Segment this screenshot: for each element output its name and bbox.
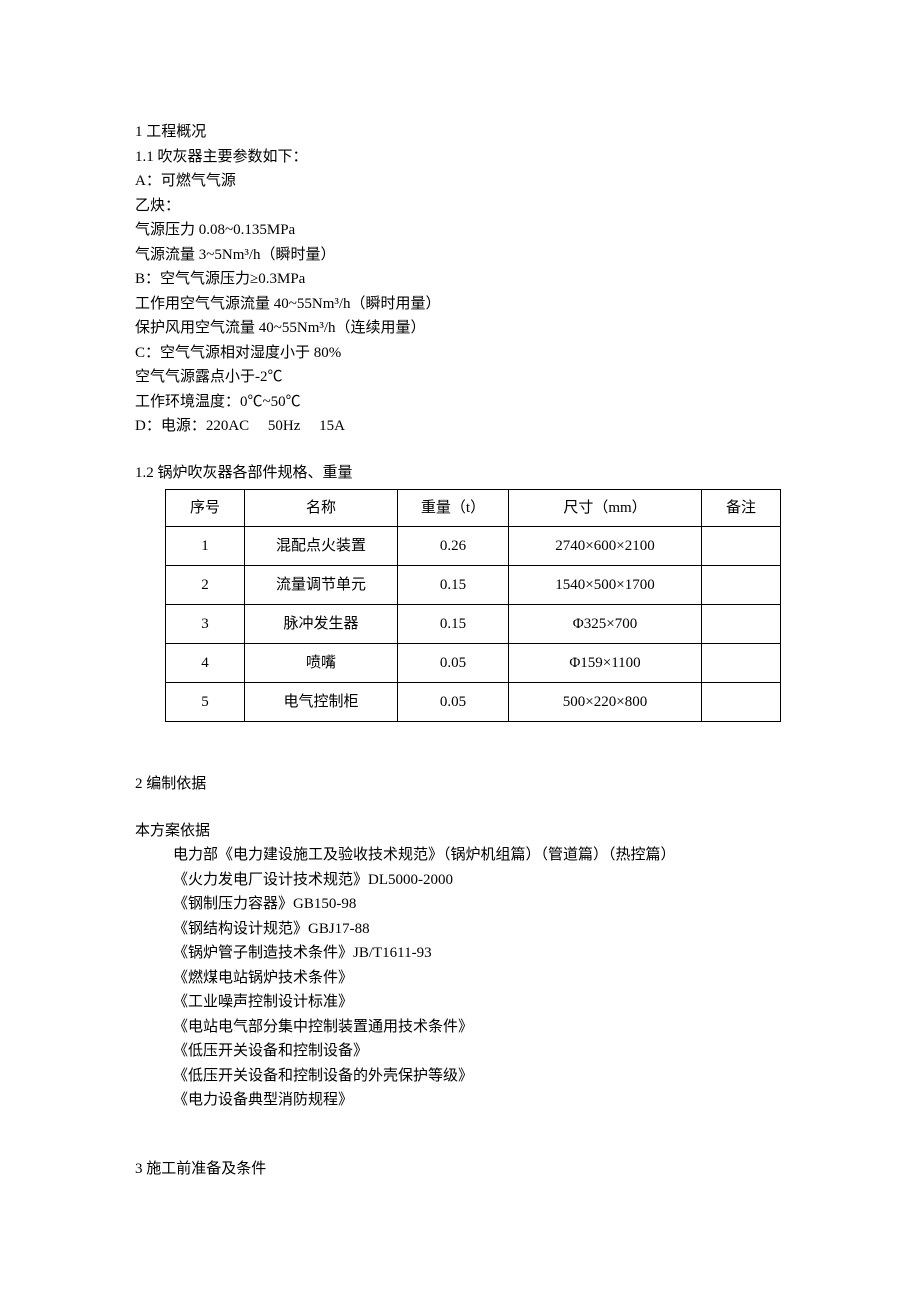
table-header-cell: 重量（t） (398, 490, 509, 527)
spacer (135, 797, 785, 819)
param-b-line1: 工作用空气气源流量 40~55Nm³/h（瞬时用量） (135, 292, 785, 317)
table-row: 1混配点火装置0.262740×600×2100 (166, 527, 781, 566)
section-1-title: 1 工程概况 (135, 120, 785, 145)
spacer (135, 439, 785, 461)
spacer (135, 750, 785, 772)
param-d-label: D：电源：220AC 50Hz 15A (135, 414, 785, 439)
table-row: 3脉冲发生器0.15Φ325×700 (166, 605, 781, 644)
table-cell: 5 (166, 683, 245, 722)
section-1-2-title: 1.2 锅炉吹灰器各部件规格、重量 (135, 461, 785, 486)
param-a-line1: 乙炔： (135, 194, 785, 219)
reference-item: 电力部《电力建设施工及验收技术规范》（锅炉机组篇）（管道篇）（热控篇） (173, 843, 785, 868)
table-cell: 脉冲发生器 (245, 605, 398, 644)
spec-table: 序号 名称 重量（t） 尺寸（mm） 备注 1混配点火装置0.262740×60… (165, 489, 781, 722)
reference-item: 《燃煤电站锅炉技术条件》 (173, 966, 785, 991)
reference-item: 《钢结构设计规范》GBJ17-88 (173, 917, 785, 942)
table-header-cell: 尺寸（mm） (509, 490, 702, 527)
table-cell: 500×220×800 (509, 683, 702, 722)
param-c-line1: 空气气源露点小于-2℃ (135, 365, 785, 390)
table-header-cell: 名称 (245, 490, 398, 527)
param-c-label: C：空气气源相对湿度小于 80% (135, 341, 785, 366)
table-cell: 混配点火装置 (245, 527, 398, 566)
table-cell: 流量调节单元 (245, 566, 398, 605)
table-row: 2流量调节单元0.151540×500×1700 (166, 566, 781, 605)
section-1-1-title: 1.1 吹灰器主要参数如下： (135, 145, 785, 170)
section-3-title: 3 施工前准备及条件 (135, 1157, 785, 1182)
table-cell: 0.05 (398, 683, 509, 722)
spec-table-body: 1混配点火装置0.262740×600×21002流量调节单元0.151540×… (166, 527, 781, 722)
table-cell: 0.15 (398, 605, 509, 644)
param-a-line2: 气源压力 0.08~0.135MPa (135, 218, 785, 243)
reference-item: 《低压开关设备和控制设备》 (173, 1039, 785, 1064)
table-cell: 1 (166, 527, 245, 566)
table-header-cell: 备注 (702, 490, 781, 527)
table-cell: 1540×500×1700 (509, 566, 702, 605)
table-cell: 4 (166, 644, 245, 683)
spacer (135, 1113, 785, 1135)
reference-item: 《钢制压力容器》GB150-98 (173, 892, 785, 917)
table-header-cell: 序号 (166, 490, 245, 527)
param-c-line2: 工作环境温度：0℃~50℃ (135, 390, 785, 415)
param-b-line2: 保护风用空气流量 40~55Nm³/h（连续用量） (135, 316, 785, 341)
table-cell (702, 566, 781, 605)
table-cell: 电气控制柜 (245, 683, 398, 722)
table-cell: 0.15 (398, 566, 509, 605)
table-row: 5电气控制柜0.05500×220×800 (166, 683, 781, 722)
table-cell: Φ325×700 (509, 605, 702, 644)
table-cell: Φ159×1100 (509, 644, 702, 683)
table-cell: 3 (166, 605, 245, 644)
section-2-title: 2 编制依据 (135, 772, 785, 797)
reference-item: 《电力设备典型消防规程》 (173, 1088, 785, 1113)
spacer (135, 1135, 785, 1157)
table-row: 4喷嘴0.05Φ159×1100 (166, 644, 781, 683)
table-cell (702, 527, 781, 566)
reference-item: 《锅炉管子制造技术条件》JB/T1611-93 (173, 941, 785, 966)
table-cell: 喷嘴 (245, 644, 398, 683)
table-cell: 0.26 (398, 527, 509, 566)
reference-item: 《低压开关设备和控制设备的外壳保护等级》 (173, 1064, 785, 1089)
reference-item: 《工业噪声控制设计标准》 (173, 990, 785, 1015)
table-cell (702, 644, 781, 683)
reference-item: 《电站电气部分集中控制装置通用技术条件》 (173, 1015, 785, 1040)
param-a-line3: 气源流量 3~5Nm³/h（瞬时量） (135, 243, 785, 268)
spacer (135, 722, 785, 750)
reference-item: 《火力发电厂设计技术规范》DL5000-2000 (173, 868, 785, 893)
table-header-row: 序号 名称 重量（t） 尺寸（mm） 备注 (166, 490, 781, 527)
section-2-subtitle: 本方案依据 (135, 819, 785, 844)
table-cell (702, 605, 781, 644)
table-cell (702, 683, 781, 722)
param-b-label: B：空气气源压力≥0.3MPa (135, 267, 785, 292)
table-cell: 2740×600×2100 (509, 527, 702, 566)
document-page: 1 工程概况 1.1 吹灰器主要参数如下： A：可燃气气源 乙炔： 气源压力 0… (0, 0, 920, 1181)
references-list: 电力部《电力建设施工及验收技术规范》（锅炉机组篇）（管道篇）（热控篇） 《火力发… (135, 843, 785, 1113)
table-cell: 2 (166, 566, 245, 605)
table-cell: 0.05 (398, 644, 509, 683)
param-a-label: A：可燃气气源 (135, 169, 785, 194)
